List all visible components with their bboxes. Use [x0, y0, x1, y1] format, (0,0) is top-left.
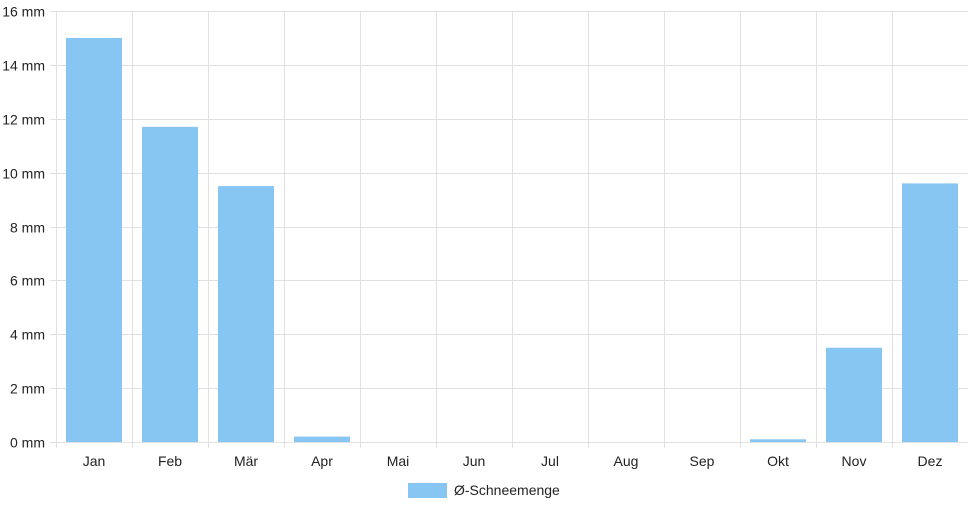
x-tick-label: Apr: [311, 453, 333, 469]
y-tick-label: 2 mm: [10, 381, 45, 397]
x-tick-label: Mai: [387, 453, 410, 469]
x-tick-label: Okt: [767, 453, 789, 469]
y-tick-label: 6 mm: [10, 273, 45, 289]
y-tick-label: 10 mm: [2, 166, 45, 182]
legend-label[interactable]: Ø-Schneemenge: [454, 482, 560, 498]
x-axis-ticks: Jan Feb Mär Apr Mai Jun Jul Aug Sep Okt Nov Dez: [83, 453, 943, 469]
bar-dez[interactable]: [902, 183, 958, 442]
y-tick-label: 8 mm: [10, 220, 45, 236]
y-tick-label: 12 mm: [2, 112, 45, 128]
y-tick-label: 0 mm: [10, 435, 45, 451]
bar-jan[interactable]: [66, 37, 122, 442]
bar-feb[interactable]: [142, 126, 198, 443]
x-tick-label: Dez: [918, 453, 943, 469]
bar-apr[interactable]: [294, 436, 350, 442]
grid-layer: [50, 11, 968, 448]
y-tick-label: 4 mm: [10, 327, 45, 343]
legend[interactable]: Ø-Schneemenge: [408, 482, 560, 498]
y-axis-ticks: 0 mm 2 mm 4 mm 6 mm 8 mm 10 mm 12 mm 14 mm 16 mm: [2, 4, 45, 451]
x-tick-label: Aug: [614, 453, 639, 469]
bar-nov[interactable]: [826, 347, 882, 442]
x-tick-label: Nov: [842, 453, 867, 469]
x-tick-label: Feb: [158, 453, 182, 469]
legend-swatch[interactable]: [408, 483, 447, 498]
bar-okt[interactable]: [750, 439, 806, 442]
x-tick-label: Jun: [463, 453, 486, 469]
bar-mär[interactable]: [218, 186, 274, 442]
x-tick-label: Mär: [234, 453, 258, 469]
x-tick-label: Jul: [541, 453, 559, 469]
x-tick-label: Jan: [83, 453, 106, 469]
bar-layer: [66, 37, 958, 443]
y-tick-label: 16 mm: [2, 4, 45, 20]
y-tick-label: 14 mm: [2, 58, 45, 74]
x-tick-label: Sep: [690, 453, 715, 469]
